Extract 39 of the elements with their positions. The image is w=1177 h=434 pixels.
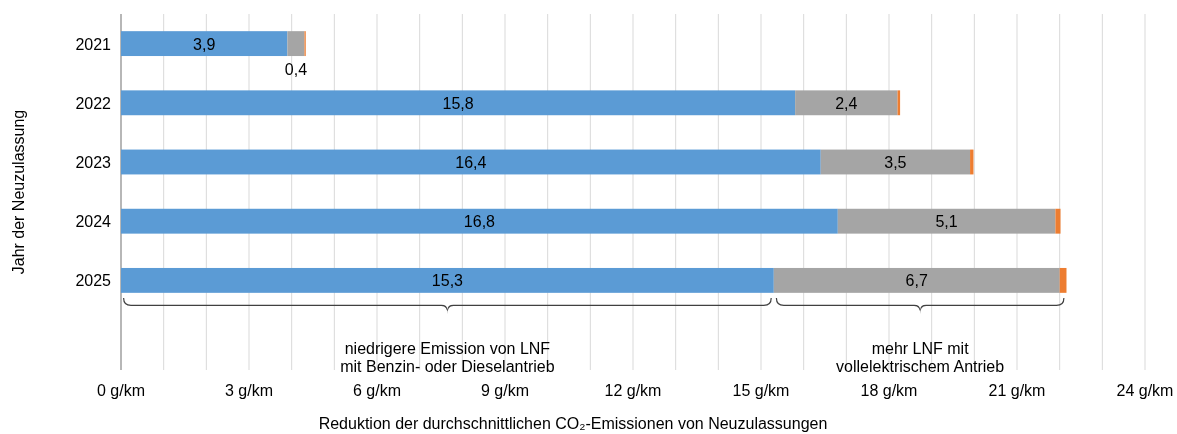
x-tick-label: 0 g/km — [96, 382, 146, 399]
data-label: 16,8 — [463, 213, 496, 231]
data-label: 3,9 — [193, 35, 216, 53]
annotation: niedrigere Emission von LNF mit Benzin- oder Dieselantrieb — [340, 340, 555, 375]
bar — [287, 31, 305, 57]
data-label: 2,4 — [835, 94, 858, 112]
bar — [837, 208, 1056, 234]
y-tick-label: 2025 — [75, 272, 112, 290]
bar — [121, 267, 774, 293]
x-axis-title: Reduktion der durchschnittlichen CO₂-Emissionen von Neuzulassungen — [318, 415, 828, 432]
bar — [121, 208, 838, 234]
x-tick-label: 18 g/km — [860, 382, 918, 399]
annotation: mehr LNF mit vollelektrischem Antrieb — [836, 340, 1005, 375]
bar — [773, 267, 1060, 293]
data-label: 0,4 — [284, 61, 308, 79]
x-tick-label: 12 g/km — [604, 382, 662, 399]
bar — [121, 90, 796, 116]
y-axis-title: Jahr der Neuzulassung — [10, 109, 27, 275]
data-label: 3,5 — [884, 154, 907, 171]
data-label: 6,7 — [905, 272, 928, 290]
x-tick-label: 9 g/km — [480, 382, 530, 399]
x-tick-label: 6 g/km — [352, 382, 402, 399]
bar — [1055, 208, 1061, 234]
data-label: 5,1 — [935, 213, 958, 231]
x-tick-label: 21 g/km — [988, 382, 1046, 399]
data-label: 15,3 — [431, 272, 464, 290]
y-tick-label: 2022 — [75, 94, 112, 112]
y-tick-label: 2024 — [75, 213, 112, 231]
bar — [795, 90, 898, 116]
bar — [820, 149, 971, 175]
y-tick-label: 2021 — [75, 35, 112, 53]
y-tick-label: 2023 — [75, 154, 112, 171]
data-label: 16,4 — [455, 154, 487, 171]
bar — [121, 31, 288, 57]
x-tick-label: 3 g/km — [224, 382, 274, 399]
bar — [121, 149, 821, 175]
x-tick-label: 15 g/km — [732, 382, 790, 399]
data-label: 15,8 — [442, 94, 474, 112]
x-tick-label: 24 g/km — [1116, 382, 1174, 399]
